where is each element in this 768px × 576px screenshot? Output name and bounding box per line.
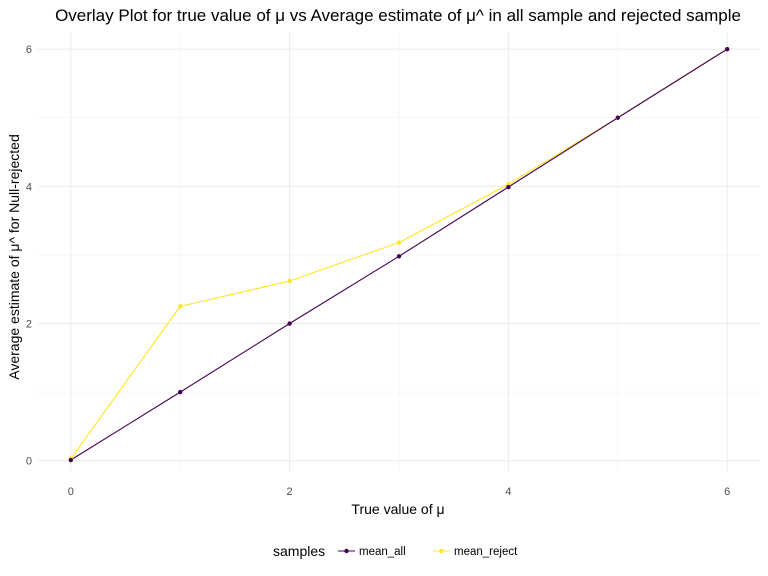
legend-key-point-mean_all (344, 548, 349, 554)
grid (38, 32, 760, 471)
x-axis-label: True value of μ (351, 501, 444, 517)
data-point-mean_all (396, 254, 402, 259)
data-point-mean_reject (396, 240, 402, 245)
legend: samples mean_all mean_reject (273, 543, 518, 559)
data-point-mean_all (68, 457, 74, 463)
y-axis-label: Average estimate of μ^ for Null-rejected (6, 134, 22, 380)
data-point-mean_reject (178, 304, 183, 309)
legend-label-mean_all: mean_all (359, 546, 406, 558)
y-tick-label: 6 (26, 44, 32, 56)
legend-label-mean_reject: mean_reject (454, 546, 518, 558)
data-point-mean_all (287, 321, 292, 326)
data-point-mean_all (724, 46, 730, 52)
x-tick-label: 4 (505, 486, 511, 498)
data-point-mean_reject (287, 278, 292, 284)
y-tick-label: 4 (26, 181, 32, 193)
data-point-mean_all (178, 389, 183, 395)
chart-title: Overlay Plot for true value of μ vs Aver… (55, 6, 741, 25)
data-point-mean_all (615, 115, 620, 120)
x-tick-label: 2 (287, 486, 293, 498)
data-point-mean_all (506, 184, 511, 190)
tick-labels: 0 2 4 6 0 2 4 6 (26, 44, 730, 498)
y-tick-label: 0 (26, 456, 32, 468)
legend-key-point-mean_reject (439, 548, 444, 554)
legend-title: samples (273, 543, 325, 559)
x-tick-label: 0 (68, 486, 74, 498)
x-tick-label: 6 (724, 486, 730, 498)
series-layer (68, 46, 730, 463)
y-tick-label: 2 (26, 319, 32, 331)
